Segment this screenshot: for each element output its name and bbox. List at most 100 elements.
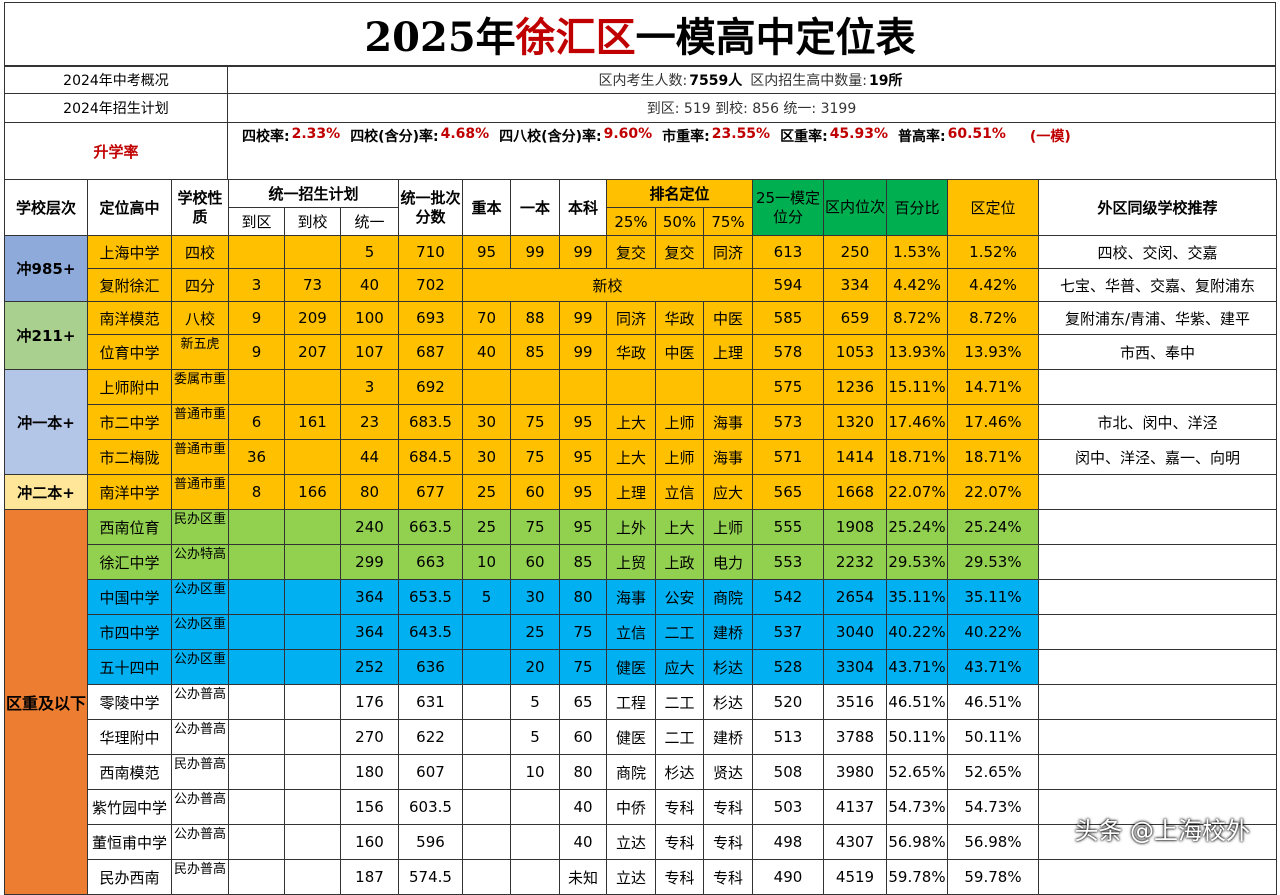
district-position: 54.73% [947,789,1039,825]
exam-overview-label: 2024年中考概况 [4,66,228,94]
title-suffix: 一模高中定位表 [635,14,916,61]
district-rank: 4307 [823,824,887,860]
plan-district [228,235,285,269]
batch-score: 693 [398,301,463,335]
header-nature: 学校性质 [171,179,229,236]
school-name: 复附徐汇 [87,268,172,302]
percentage: 8.72% [886,301,948,335]
rank-25: 华政 [606,334,656,370]
mock-score: 520 [752,684,824,720]
school-nature: 公办区重 [171,579,229,615]
school-name: 市二中学 [87,404,172,440]
rank-25: 上贸 [606,544,656,580]
rank-25: 健医 [606,649,656,685]
rank-50: 专科 [655,824,704,860]
percentage: 17.46% [886,404,948,440]
rate-key: 四八校(含分)率: [499,129,602,145]
recommendation [1038,544,1277,580]
school-nature: 八校 [171,301,229,335]
batch-score: 684.5 [398,439,463,475]
yb-rate: 5 [510,719,560,755]
rank-25: 上大 [606,439,656,475]
percentage: 59.78% [886,859,948,895]
plan-school [284,754,341,790]
district-rank: 1414 [823,439,887,475]
bk-rate [559,369,607,405]
school-name: 西南位育 [87,509,172,545]
header-zb: 重本 [462,179,511,236]
zb-rate: 25 [462,474,511,510]
school-name: 五十四中 [87,649,172,685]
batch-score: 692 [398,369,463,405]
plan-school [284,579,341,615]
rank-50: 上政 [655,544,704,580]
rank-50 [655,369,704,405]
yb-rate [510,859,560,895]
percentage: 4.42% [886,268,948,302]
district-position: 13.93% [947,334,1039,370]
plan-unified: 156 [340,789,399,825]
schools-label: 区内招生高中数量: [750,73,867,89]
mock-score: 528 [752,649,824,685]
header-bk: 本科 [559,179,607,236]
plan-school [284,235,341,269]
yb-rate: 99 [510,235,560,269]
plan-school [284,824,341,860]
table-row: 冲二本+ 南洋中学 普通市重 8 166 80 677 25 60 95 上理 立信 应大 565 1668… [4,474,1277,510]
batch-score: 663 [398,544,463,580]
district-position: 14.71% [947,369,1039,405]
rank-25: 上外 [606,509,656,545]
mock-score: 578 [752,334,824,370]
plan-school [284,649,341,685]
recommendation [1038,754,1277,790]
plan-school: 73 [284,268,341,302]
table-row: 市二梅陇 普通市重 36 44 684.5 30 75 95 上大 上师 海事 571 1414 18.7… [5,439,1277,475]
candidates-label: 区内考生人数: [598,73,688,89]
plan-district: 9 [228,301,285,335]
plan-school: 209 [284,301,341,335]
mock-score: 613 [752,235,824,269]
plan-unified: 240 [340,509,399,545]
header-tier: 学校层次 [4,179,88,236]
school-nature: 民办普高 [171,859,229,895]
plan-district [228,754,285,790]
rank-25: 立达 [606,859,656,895]
positioning-table: 学校层次 定位高中 学校性质 统一招生计划 统一批次分数 重本 一本 本科 排名… [4,179,1277,895]
rank-75: 专科 [703,824,753,860]
table-row: 民办西南 民办普高 187 574.5 未知 立达 专科 专科 490 4519 59.78% 59.… [5,859,1277,895]
recommendation: 市北、闵中、洋泾 [1038,404,1277,440]
plan-school: 166 [284,474,341,510]
district-position: 50.11% [947,719,1039,755]
yb-rate: 20 [510,649,560,685]
recommendation [1038,614,1277,650]
percentage: 54.73% [886,789,948,825]
zb-rate [462,369,511,405]
yb-rate [510,789,560,825]
school-nature: 公办普高 [171,824,229,860]
merged-note: 新校 [462,268,753,302]
plan-unified: 364 [340,614,399,650]
rank-25: 健医 [606,719,656,755]
plan-district [228,614,285,650]
plan-district: 36 [228,439,285,475]
district-rank: 1668 [823,474,887,510]
district-position: 4.42% [947,268,1039,302]
table-row: 中国中学 公办区重 364 653.5 5 30 80 海事 公安 商院 542 2654 35.11%… [5,579,1277,615]
mock-score: 553 [752,544,824,580]
rank-50: 公安 [655,579,704,615]
district-position: 46.51% [947,684,1039,720]
rank-75: 上理 [703,334,753,370]
school-name: 紫竹园中学 [87,789,172,825]
district-position: 18.71% [947,439,1039,475]
rank-50: 上师 [655,404,704,440]
school-nature: 普通市重 [171,474,229,510]
plan-school [284,369,341,405]
batch-score: 643.5 [398,614,463,650]
yb-rate: 75 [510,404,560,440]
zb-rate [462,614,511,650]
district-rank: 2232 [823,544,887,580]
percentage: 56.98% [886,824,948,860]
plan-school: 207 [284,334,341,370]
school-name: 上师附中 [87,369,172,405]
plan-district: 3 [228,268,285,302]
